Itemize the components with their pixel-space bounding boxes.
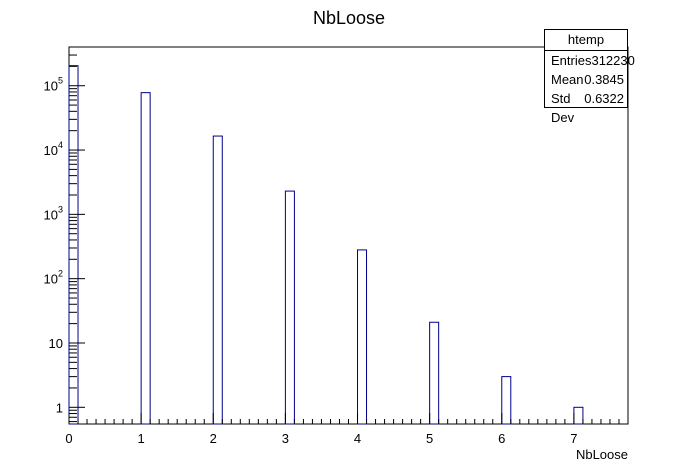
y-tick-label: 105 — [44, 76, 63, 94]
entries-label: Entries — [551, 53, 592, 68]
histogram-bar-1 — [140, 92, 151, 425]
x-tick-label: 1 — [138, 431, 145, 446]
histogram-bar-7 — [573, 406, 584, 425]
y-tick-label: 10 — [49, 336, 63, 351]
stddev-label: Std Dev — [551, 91, 575, 125]
histogram-bar-6 — [501, 376, 512, 425]
x-tick-label: 6 — [498, 431, 505, 446]
y-axis: 1 10 102 103 104 105 — [44, 46, 85, 423]
mean-value: 0.3845 — [584, 72, 624, 87]
histogram-bar-4 — [357, 249, 368, 425]
histogram-bar-5 — [429, 321, 440, 425]
stats-box: htemp Entries 312230 Mean 0.3845 Std Dev… — [544, 29, 635, 125]
y-tick-label: 102 — [44, 269, 63, 287]
y-tick-label: 103 — [44, 204, 63, 222]
mean-label: Mean — [551, 72, 584, 87]
y-tick-label: 1 — [56, 400, 63, 415]
stats-row-entries: Entries 312230 — [545, 51, 635, 70]
histogram-bar-0 — [68, 65, 79, 425]
x-axis: 0 1 2 3 4 5 6 7 — [65, 413, 629, 446]
stats-row-stddev: Std Dev 0.6322 — [545, 89, 627, 125]
x-tick-label: 7 — [570, 431, 577, 446]
entries-value: 312230 — [591, 53, 635, 68]
bars-group — [68, 65, 584, 425]
x-tick-label: 0 — [65, 431, 72, 446]
x-axis-label: NbLoose — [576, 447, 628, 462]
histogram-bar-3 — [284, 190, 295, 425]
x-tick-label: 5 — [426, 431, 433, 446]
x-tick-label: 4 — [354, 431, 361, 446]
stddev-value: 0.6322 — [584, 91, 624, 106]
x-tick-label: 3 — [282, 431, 289, 446]
histogram-bar-2 — [212, 135, 223, 425]
y-tick-label: 104 — [44, 140, 63, 158]
x-tick-label: 2 — [210, 431, 217, 446]
chart-title: NbLoose — [313, 8, 385, 28]
stats-row-mean: Mean 0.3845 — [545, 70, 627, 89]
stats-box-title: htemp — [545, 30, 627, 51]
